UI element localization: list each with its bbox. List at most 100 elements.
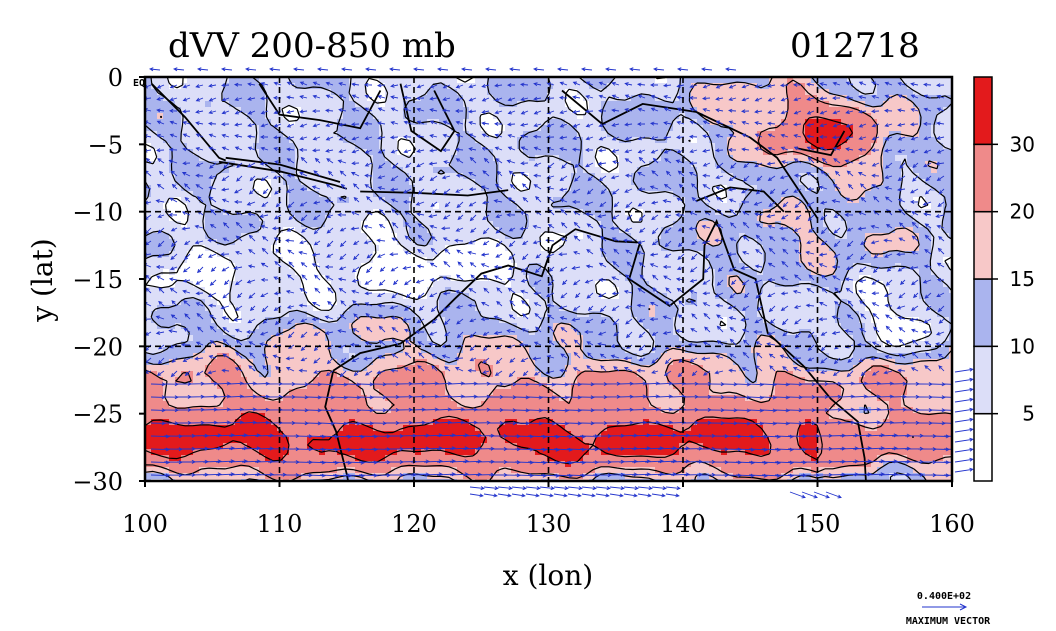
field-cell <box>715 149 722 156</box>
field-cell <box>445 233 452 240</box>
field-cell <box>373 89 380 96</box>
field-cell <box>499 209 506 216</box>
field-cell <box>583 131 590 138</box>
field-cell <box>703 257 710 264</box>
field-cell <box>307 179 314 186</box>
field-cell <box>163 227 170 234</box>
field-cell <box>889 119 896 126</box>
field-cell <box>271 245 278 252</box>
field-cell <box>217 77 224 84</box>
field-cell <box>385 119 392 126</box>
field-cell <box>919 191 926 198</box>
field-cell <box>499 173 506 180</box>
field-cell <box>157 137 164 144</box>
field-cell <box>733 131 740 138</box>
field-cell <box>313 107 320 114</box>
field-cell <box>307 137 314 144</box>
field-cell <box>721 119 728 126</box>
field-cell <box>367 275 374 282</box>
field-cell <box>433 233 440 240</box>
field-cell <box>619 77 626 84</box>
field-cell <box>763 161 770 168</box>
field-cell <box>805 143 812 150</box>
field-cell <box>931 275 938 282</box>
field-cell <box>505 95 512 102</box>
field-cell <box>463 263 470 270</box>
field-cell <box>919 101 926 108</box>
field-cell <box>391 149 398 156</box>
field-cell <box>271 263 278 270</box>
field-cell <box>397 221 404 228</box>
field-cell <box>769 209 776 216</box>
field-cell <box>655 89 662 96</box>
field-cell <box>937 161 944 168</box>
field-cell <box>829 263 836 270</box>
field-cell <box>181 89 188 96</box>
field-cell <box>457 263 464 270</box>
field-cell <box>295 143 302 150</box>
field-cell <box>361 233 368 240</box>
field-cell <box>175 251 182 258</box>
field-cell <box>511 155 518 162</box>
field-cell <box>685 239 692 246</box>
field-cell <box>655 203 662 210</box>
field-cell <box>631 281 638 288</box>
field-cell <box>229 143 236 150</box>
field-cell <box>451 77 458 84</box>
field-cell <box>871 233 878 240</box>
field-cell <box>499 293 506 300</box>
field-cell <box>337 269 344 276</box>
field-cell <box>283 149 290 156</box>
field-cell <box>637 173 644 180</box>
field-cell <box>259 263 266 270</box>
field-cell <box>799 293 806 300</box>
field-cell <box>301 149 308 156</box>
field-cell <box>541 137 548 144</box>
field-cell <box>265 107 272 114</box>
field-cell <box>877 215 884 222</box>
field-cell <box>205 185 212 192</box>
field-cell <box>853 215 860 222</box>
field-cell <box>157 239 164 246</box>
field-cell <box>595 137 602 144</box>
field-cell <box>883 125 890 132</box>
field-cell <box>685 149 692 156</box>
field-cell <box>691 215 698 222</box>
field-cell <box>565 275 572 282</box>
field-cell <box>859 137 866 144</box>
field-cell <box>571 185 578 192</box>
field-cell <box>355 233 362 240</box>
field-cell <box>667 221 674 228</box>
field-cell <box>607 179 614 186</box>
field-cell <box>619 257 626 264</box>
field-cell <box>433 113 440 120</box>
field-cell <box>805 125 812 132</box>
field-cell <box>697 221 704 228</box>
field-cell <box>739 263 746 270</box>
field-cell <box>199 101 206 108</box>
field-cell <box>199 149 206 156</box>
field-cell <box>949 83 952 90</box>
field-cell <box>487 251 494 258</box>
field-cell <box>661 251 668 258</box>
field-cell <box>571 161 578 168</box>
field-cell <box>589 287 596 294</box>
field-cell <box>841 119 848 126</box>
field-cell <box>313 203 320 210</box>
field-cell <box>259 275 266 282</box>
field-cell <box>211 287 218 294</box>
field-cell <box>301 89 308 96</box>
field-cell <box>541 191 548 198</box>
field-cell <box>427 233 434 240</box>
field-cell <box>469 119 476 126</box>
field-cell <box>379 161 386 168</box>
field-cell <box>577 197 584 204</box>
field-cell <box>607 89 614 96</box>
field-cell <box>925 119 932 126</box>
field-cell <box>511 113 518 120</box>
field-cell <box>937 149 944 156</box>
field-cell <box>475 179 482 186</box>
field-cell <box>757 281 764 288</box>
field-cell <box>817 233 824 240</box>
field-cell <box>331 89 338 96</box>
